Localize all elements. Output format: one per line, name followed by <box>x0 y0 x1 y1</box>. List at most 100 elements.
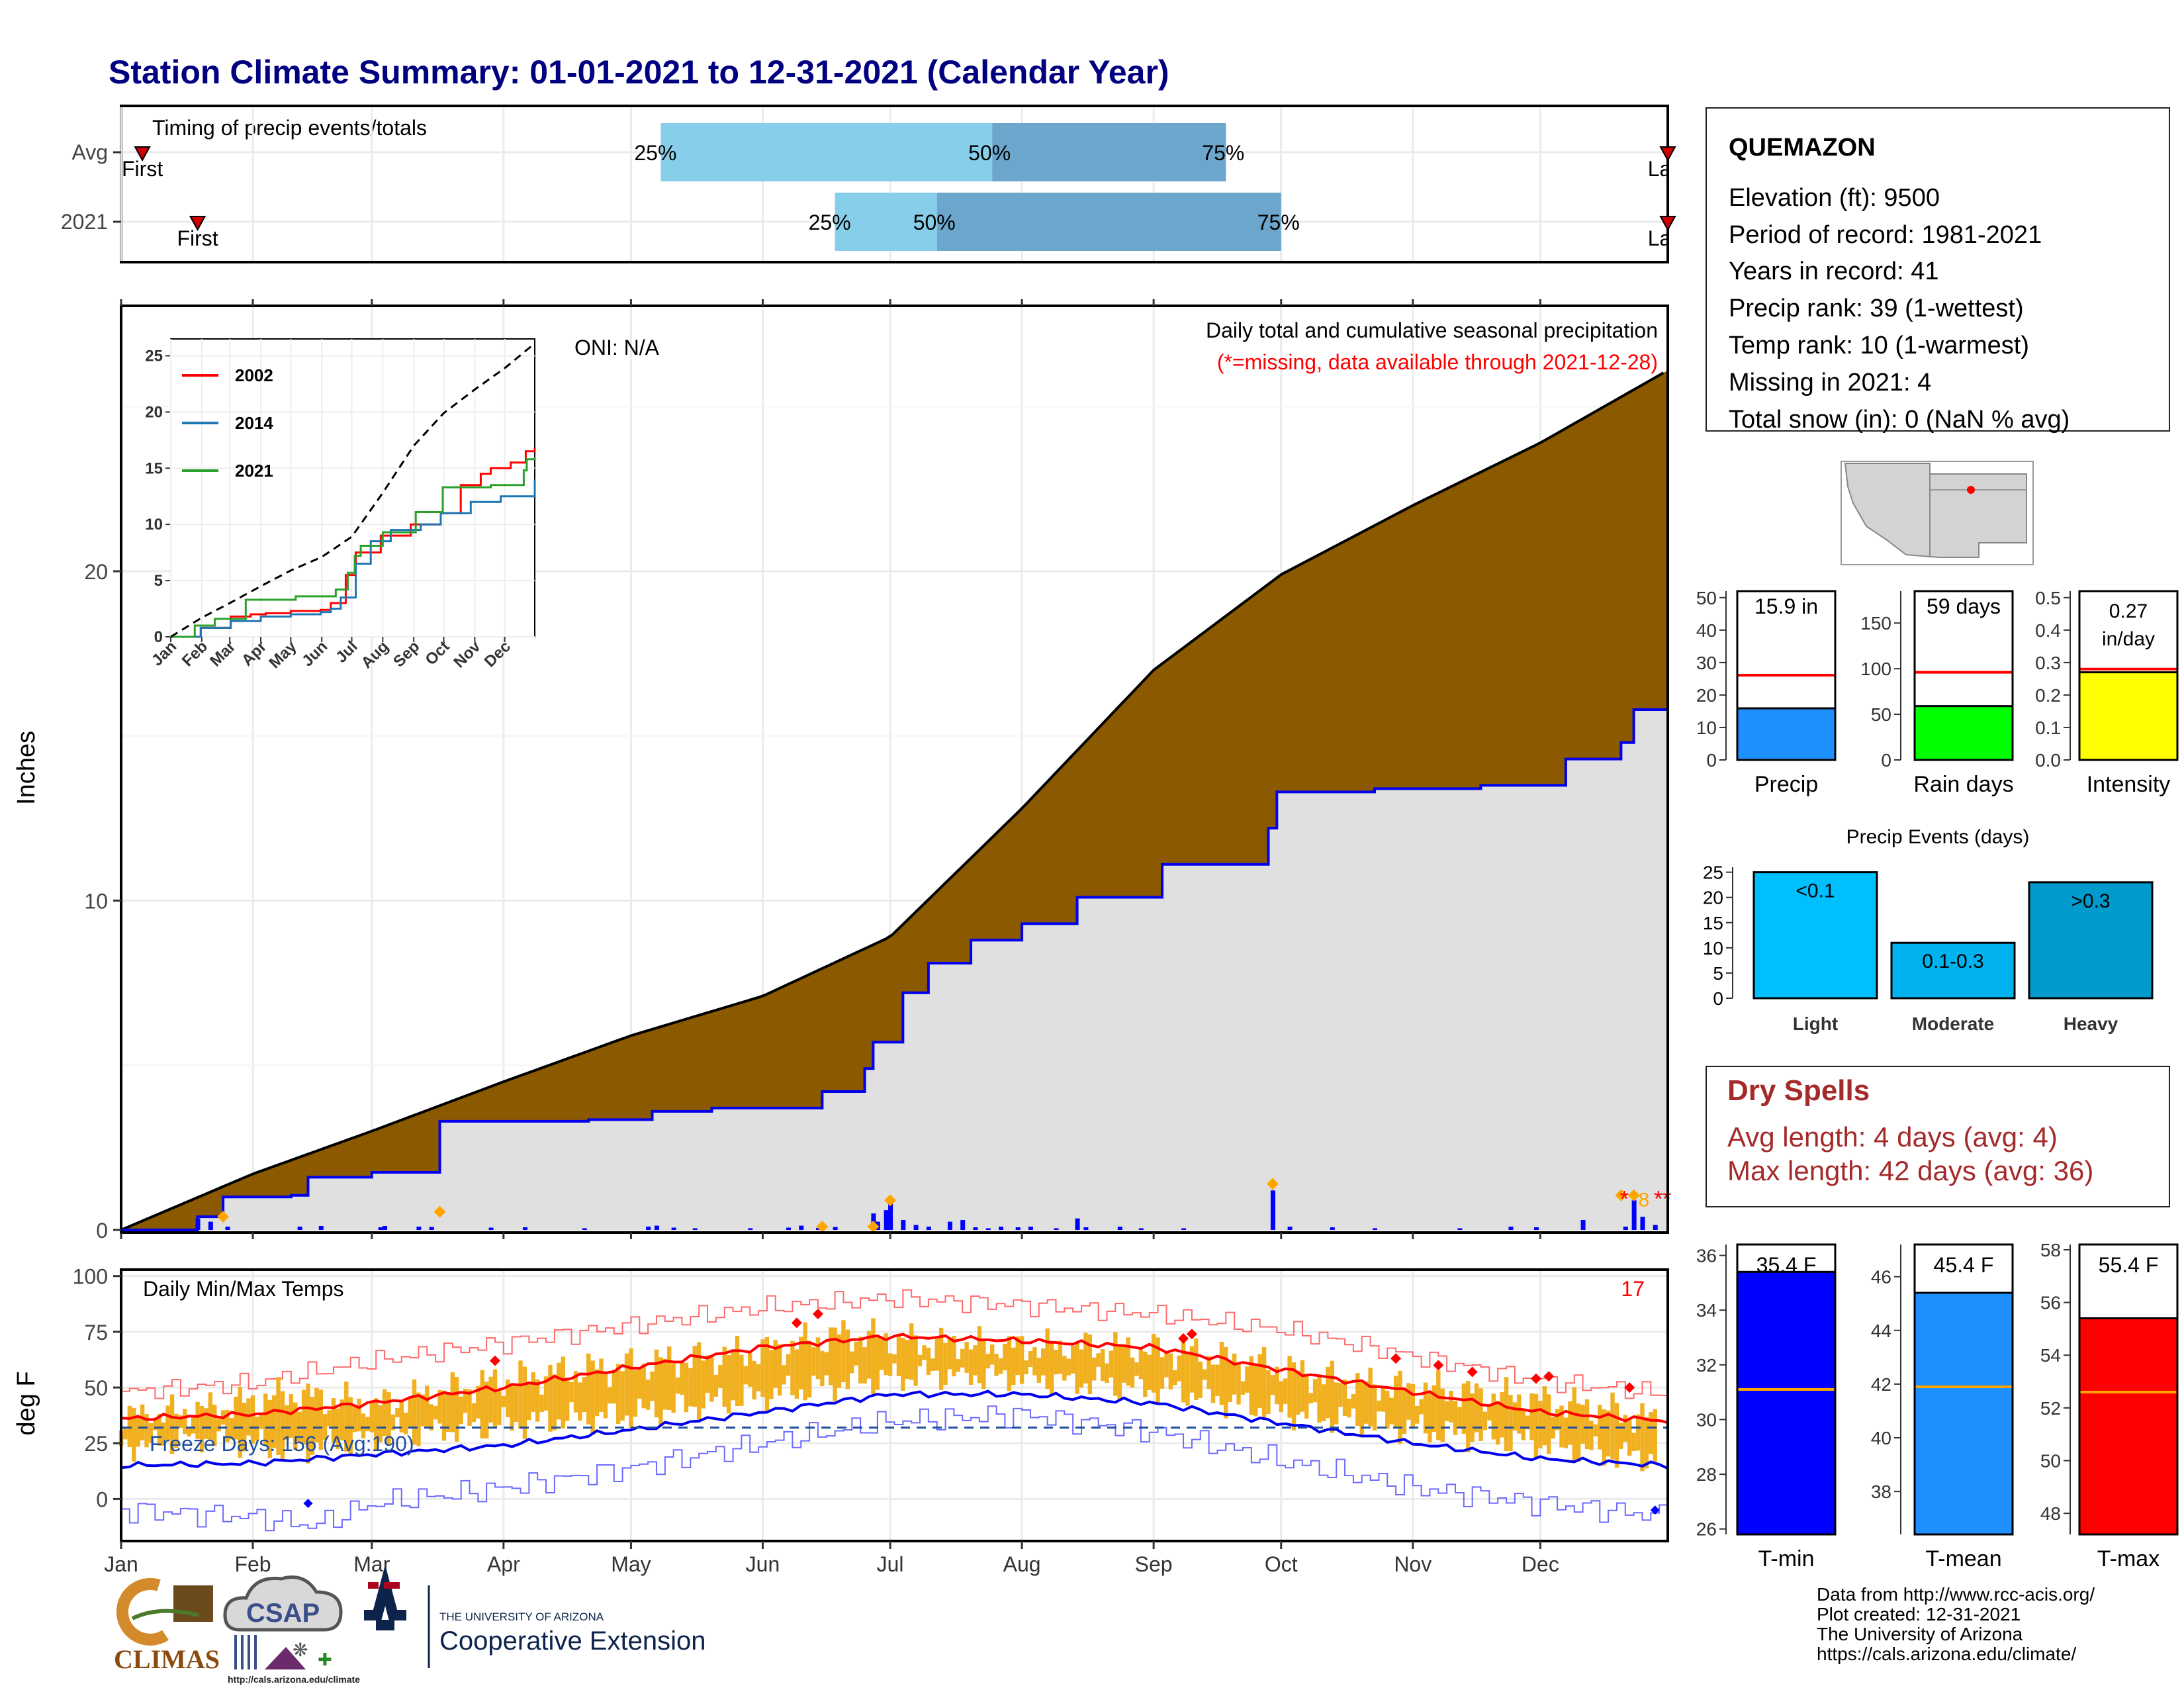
daily-temp-bar <box>301 1389 306 1445</box>
daily-temp-bar <box>892 1354 897 1364</box>
small-ytick-label: 26 <box>1696 1519 1717 1540</box>
daily-temp-bar <box>1054 1350 1058 1375</box>
record-high-marker <box>812 1308 823 1319</box>
daily-temp-bar <box>183 1409 187 1434</box>
daily-temp-bar <box>169 1394 175 1454</box>
daily-temp-bar <box>1338 1382 1343 1407</box>
daily-temp-bar <box>815 1337 821 1380</box>
small-ytick-label: 0.1 <box>2035 718 2061 738</box>
daily-temp-bar <box>285 1405 289 1440</box>
temp-title: Daily Min/Max Temps <box>143 1277 343 1301</box>
daily-temp-bar <box>909 1323 914 1380</box>
daily-temp-bar <box>1168 1353 1173 1389</box>
daily-temp-bar <box>144 1414 149 1448</box>
daily-temp-bar <box>1393 1376 1398 1427</box>
daily-temp-bar <box>1640 1403 1645 1472</box>
timing-bar-50-75 <box>992 123 1226 181</box>
daily-temp-bar <box>1529 1393 1534 1440</box>
daily-temp-bar <box>934 1338 939 1371</box>
summary-bar-frame <box>1913 1243 2014 1536</box>
dry-spells-max: Max length: 42 days (avg: 36) <box>1727 1155 2093 1186</box>
summary-value-label: 35.4 F <box>1756 1253 1817 1277</box>
daily-precip-bar <box>913 1225 919 1230</box>
daily-temp-bar <box>306 1383 310 1464</box>
daily-precip-bar <box>1270 1190 1275 1230</box>
daily-temp-bar <box>471 1403 477 1423</box>
daily-temp-bar <box>178 1415 183 1428</box>
daily-temp-bar <box>1003 1343 1007 1371</box>
precip-ytick-label: 20 <box>84 560 108 584</box>
daily-precip-bar <box>947 1221 952 1230</box>
daily-temp-bar <box>1296 1370 1300 1415</box>
daily-temp-bar <box>195 1401 200 1439</box>
daily-temp-bar <box>1381 1387 1386 1412</box>
daily-temp-bar <box>229 1418 234 1440</box>
record-high-marker <box>1624 1382 1635 1393</box>
daily-temp-bar <box>314 1387 319 1442</box>
daily-temp-bar <box>1308 1393 1313 1403</box>
small-ytick-label: 58 <box>2040 1240 2061 1260</box>
daily-temp-bar <box>1156 1337 1160 1405</box>
station-line: Period of record: 1981-2021 <box>1729 221 2042 249</box>
missing-data-marker: * <box>1620 1186 1629 1211</box>
daily-temp-bar <box>1351 1393 1356 1409</box>
daily-temp-bar <box>573 1371 578 1413</box>
daily-temp-bar <box>514 1383 519 1423</box>
record-low-marker <box>303 1499 313 1509</box>
daily-temp-bar <box>234 1396 238 1440</box>
daily-temp-bar <box>612 1370 616 1404</box>
daily-temp-bar <box>289 1394 294 1438</box>
daily-precip-bar <box>888 1203 893 1230</box>
daily-precip-bar <box>582 1228 587 1230</box>
small-ytick-label: 50 <box>2040 1451 2061 1472</box>
daily-temp-bar <box>1134 1362 1139 1376</box>
avg-cumulative-line <box>120 371 1664 1231</box>
daily-temp-bar <box>420 1394 426 1427</box>
record-precip-marker <box>1627 1189 1640 1201</box>
daily-temp-bar <box>731 1349 735 1401</box>
daily-precip-bar <box>748 1228 753 1230</box>
summary-bar-frame <box>1736 1243 1837 1536</box>
daily-temp-bar <box>433 1405 438 1420</box>
daily-temp-bar <box>463 1389 468 1413</box>
daily-temp-bar <box>973 1345 978 1376</box>
daily-temp-bar <box>1160 1357 1165 1389</box>
daily-temp-bar <box>1644 1417 1649 1469</box>
daily-temp-bar <box>1415 1405 1420 1424</box>
dry-spells-box: Dry Spells Avg length: 4 days (avg: 4) M… <box>1706 1066 2170 1207</box>
daily-temp-bar <box>820 1350 825 1387</box>
daily-temp-bar <box>977 1326 982 1383</box>
daily-temp-bar <box>1121 1346 1126 1383</box>
csap-cloud <box>223 1575 343 1632</box>
daily-temp-bar <box>492 1369 498 1429</box>
daily-temp-bar <box>629 1348 633 1428</box>
daily-temp-bar <box>1508 1395 1513 1452</box>
daily-precip-bar <box>208 1221 213 1230</box>
events-ytick-label: 0 <box>1713 988 1723 1009</box>
event-bar <box>1890 941 2016 1000</box>
daily-temp-bar <box>696 1342 702 1422</box>
summary-category-label: T-min <box>1758 1546 1815 1571</box>
daily-temp-bar <box>157 1413 161 1446</box>
daily-temp-bar <box>1342 1380 1347 1417</box>
csap-mountain <box>265 1647 306 1669</box>
event-bar <box>1752 871 1878 1000</box>
daily-temp-bar <box>527 1382 531 1421</box>
daily-temp-bar <box>336 1408 340 1450</box>
daily-temp-bar <box>1075 1342 1079 1394</box>
daily-temp-bar <box>361 1413 366 1438</box>
daily-temp-bar <box>837 1334 842 1388</box>
daily-temp-bar <box>1257 1354 1262 1409</box>
small-ytick-label: 40 <box>1871 1428 1891 1448</box>
daily-temp-bar <box>1206 1356 1211 1389</box>
daily-temp-bar <box>799 1336 803 1389</box>
summary-value-label: 59 days <box>1927 594 2001 618</box>
daily-temp-bar <box>225 1409 230 1442</box>
daily-temp-bar <box>960 1348 965 1368</box>
daily-temp-bar <box>866 1331 872 1379</box>
daily-temp-bar <box>1100 1349 1105 1382</box>
events-ytick-label: 25 <box>1703 863 1723 883</box>
daily-temp-bar <box>1049 1341 1054 1395</box>
daily-temp-bar <box>1449 1390 1453 1423</box>
daily-temp-bar <box>1334 1382 1339 1425</box>
